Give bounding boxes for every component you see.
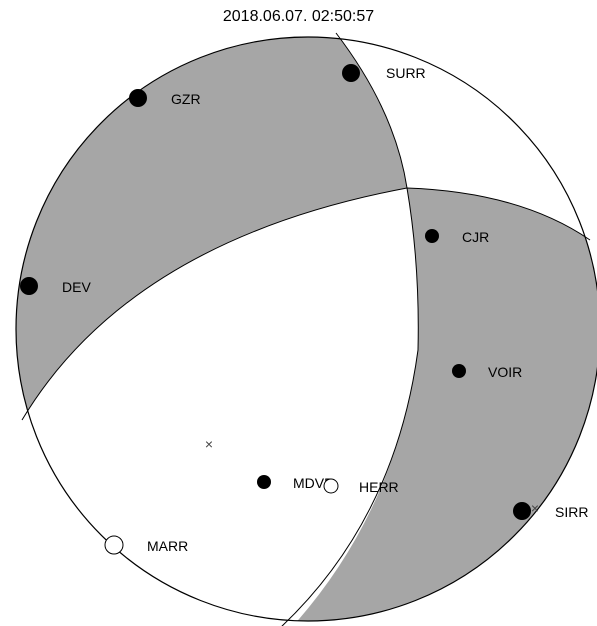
station-marker-dev — [20, 277, 38, 295]
station-label-surr: SURR — [386, 65, 426, 81]
station-marker-cjr — [425, 229, 439, 243]
station-marker-mdvr — [257, 475, 271, 489]
event-timestamp-title: 2018.06.07. 02:50:57 — [222, 8, 375, 25]
station-marker-surr — [342, 64, 360, 82]
stations: SURR GZR CJR DEV VOIR MDVR HERR SIRR MAR… — [20, 64, 588, 555]
station-marker-voir — [452, 364, 466, 378]
station-label-cjr: CJR — [462, 229, 489, 245]
station-marker-sirr — [513, 502, 531, 520]
station-label-voir: VOIR — [488, 364, 522, 380]
station-label-herr: HERR — [359, 479, 399, 495]
stereonet-outline — [15, 36, 597, 622]
p-axis-marker: × — [205, 436, 213, 452]
station-marker-marr — [104, 535, 124, 555]
nodal-plane-2 — [21, 187, 591, 421]
t-axis-marker: × — [531, 500, 539, 516]
station-label-dev: DEV — [62, 279, 91, 295]
station-label-gzr: GZR — [171, 91, 201, 107]
station-marker-herr — [323, 478, 339, 494]
station-label-sirr: SIRR — [555, 504, 588, 520]
nodal-plane-1 — [281, 32, 419, 626]
station-label-marr: MARR — [147, 538, 188, 554]
axis-markers: × × — [205, 436, 539, 516]
station-marker-gzr — [129, 89, 147, 107]
